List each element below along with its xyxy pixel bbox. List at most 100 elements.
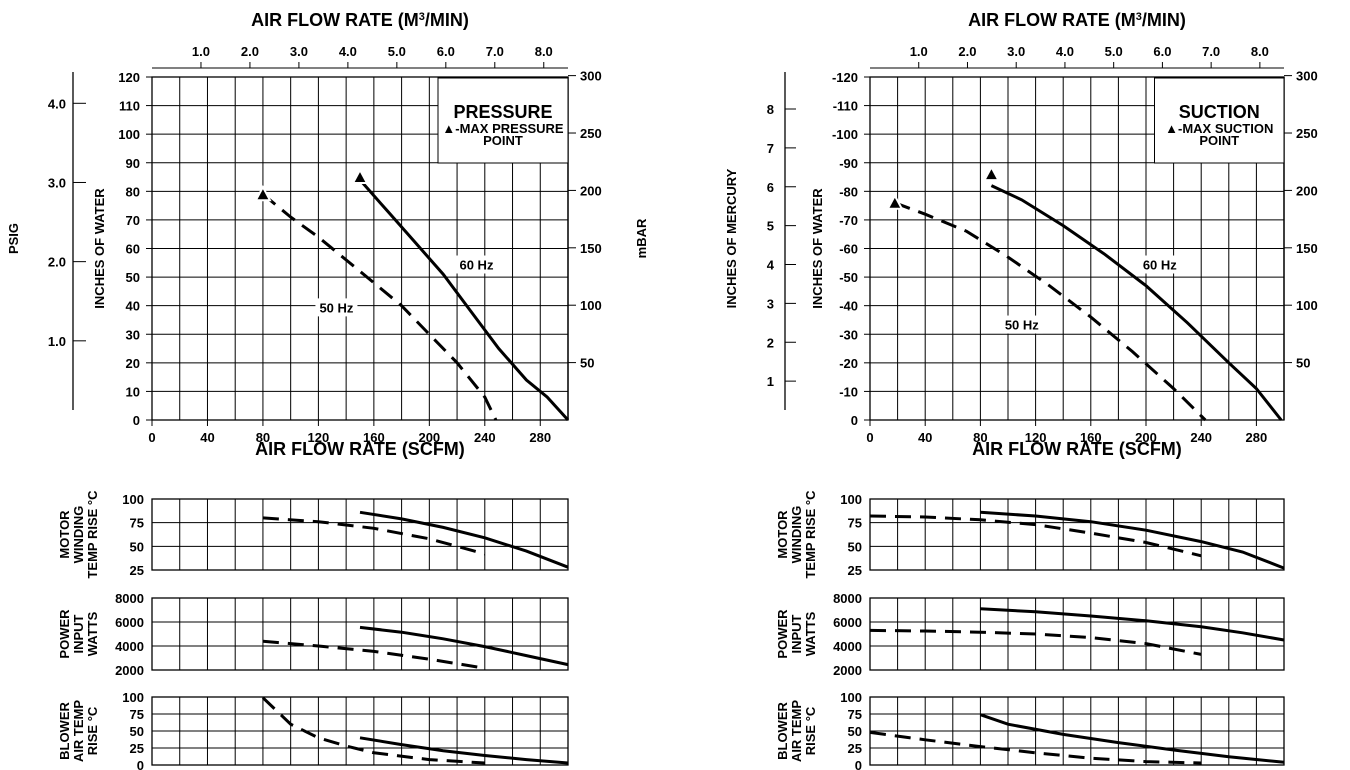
legend-box-line2: POINT	[1199, 133, 1239, 148]
main-y-tick-label: -90	[839, 156, 858, 171]
main-y-tick-label: -60	[839, 242, 858, 257]
blower-axis-title-line: RISE °C	[85, 706, 100, 755]
main-y-tick-label: -40	[839, 299, 858, 314]
far-left-axis-tick-label: 7	[767, 141, 774, 156]
main-series-60hz-line	[990, 184, 1283, 421]
far-left-axis-tick-label: 1	[767, 374, 774, 389]
top-axis-title: AIR FLOW RATE (M3/MIN)	[251, 10, 469, 30]
right-axis-tick-label: 100	[580, 298, 602, 313]
power-y-tick-label: 6000	[833, 615, 862, 630]
right-axis-tick-label: 300	[1296, 69, 1318, 84]
series-label: 50 Hz	[319, 300, 353, 315]
blower-series-50hz-line	[261, 696, 485, 765]
far-left-axis-tick-label: 4.0	[48, 96, 66, 111]
main-y-tick-label: 110	[119, 99, 140, 114]
main-series-50hz-line	[894, 201, 1207, 422]
top-axis-tick-label: 6.0	[1153, 44, 1171, 59]
power-series-50hz-line	[869, 628, 1202, 656]
far-left-axis-tick-label: 2	[767, 335, 774, 350]
motor-axis-title-line: MOTOR	[775, 510, 790, 559]
motor-axis-title-line: WINDING	[71, 506, 86, 564]
main-x-tick-label: 120	[1025, 430, 1047, 445]
blower-y-tick-label: 50	[848, 724, 862, 739]
top-axis-tick-label: 5.0	[1105, 44, 1123, 59]
power-series-50hz-line	[262, 639, 486, 670]
top-axis-tick-label: 5.0	[388, 44, 406, 59]
series-label: 60 Hz	[459, 258, 493, 273]
series-label: 60 Hz	[1143, 258, 1177, 273]
main-y-axis-title: INCHES OF WATER	[810, 188, 825, 309]
right-axis-tick-label: 250	[1296, 126, 1318, 141]
motor-y-tick-label: 100	[122, 492, 144, 507]
main-y-tick-label: 20	[126, 356, 140, 371]
motor-series-60hz-line	[359, 510, 569, 569]
main-y-tick-label: 120	[118, 70, 140, 85]
far-left-axis-tick-label: 2.0	[48, 255, 66, 270]
legend-box-title: PRESSURE	[453, 102, 552, 122]
main-y-tick-label: 10	[126, 384, 140, 399]
main-y-tick-label: -30	[839, 327, 858, 342]
blower-frame	[869, 696, 1285, 766]
top-axis-tick-label: 8.0	[535, 44, 553, 59]
blower-y-tick-label: 75	[130, 707, 144, 722]
power-series-60hz-line	[359, 625, 569, 667]
blower-y-tick-label: 75	[848, 707, 862, 722]
main-x-tick-label: 200	[418, 430, 440, 445]
right-axis-tick-label: 200	[1296, 183, 1318, 198]
blower-y-tick-label: 0	[137, 758, 144, 770]
blower-y-tick-label: 25	[848, 741, 862, 756]
main-x-tick-label: 200	[1135, 430, 1157, 445]
bottom-axis-title: AIR FLOW RATE (SCFM)	[972, 439, 1182, 459]
max-point-marker	[982, 165, 1001, 182]
top-axis-tick-label: 4.0	[339, 44, 357, 59]
top-axis-tick-label: 3.0	[290, 44, 308, 59]
motor-frame	[151, 498, 569, 571]
main-x-tick-label: 40	[918, 430, 932, 445]
series-label-bg	[455, 255, 498, 274]
right-axis-tick-label: 50	[580, 356, 594, 371]
motor-y-tick-label: 25	[130, 563, 144, 578]
main-y-tick-label: 90	[126, 156, 140, 171]
motor-series-50hz-line	[869, 514, 1202, 558]
series-label-bg	[315, 298, 358, 317]
main-y-tick-label: 40	[126, 299, 140, 314]
power-y-tick-label: 2000	[115, 663, 144, 678]
power-axis-title-line: WATTS	[803, 611, 818, 656]
blower-y-tick-label: 0	[855, 758, 862, 770]
top-axis-tick-label: 6.0	[437, 44, 455, 59]
top-axis-tick-label: 1.0	[192, 44, 210, 59]
main-y-tick-label: -50	[839, 270, 858, 285]
main-series-60hz-line	[358, 178, 570, 422]
blower-series-60hz-line	[979, 713, 1285, 764]
main-y-tick-label: 70	[126, 213, 140, 228]
main-x-tick-label: 120	[308, 430, 330, 445]
motor-y-tick-label: 50	[130, 539, 144, 554]
main-y-tick-label: 80	[126, 184, 140, 199]
main-y-tick-label: 100	[118, 127, 140, 142]
far-left-axis-title: PSIG	[6, 223, 21, 254]
motor-axis-title-line: WINDING	[789, 506, 804, 564]
motor-y-tick-label: 75	[848, 516, 862, 531]
main-x-tick-label: 280	[1246, 430, 1268, 445]
blower-y-tick-label: 100	[122, 690, 144, 705]
legend-box-line1: ▲-MAX PRESSURE	[442, 121, 564, 136]
top-axis-title: AIR FLOW RATE (M3/MIN)	[968, 10, 1186, 30]
motor-series-60hz-line	[980, 510, 1285, 570]
power-axis-title-line: INPUT	[71, 614, 86, 653]
blower-axis-title-line: RISE °C	[803, 706, 818, 755]
motor-y-tick-label: 75	[130, 516, 144, 531]
series-label-bg	[1138, 255, 1181, 274]
blower-grid	[151, 696, 569, 766]
main-y-tick-label: 50	[126, 270, 140, 285]
power-axis-title-line: INPUT	[789, 614, 804, 653]
main-x-tick-label: 240	[474, 430, 496, 445]
right-axis-tick-label: 300	[580, 69, 602, 84]
main-x-tick-label: 160	[363, 430, 385, 445]
top-axis-tick-label: 3.0	[1007, 44, 1025, 59]
power-axis-title-line: POWER	[57, 609, 72, 659]
far-left-axis-tick-label: 5	[767, 219, 774, 234]
main-y-axis-title: INCHES OF WATER	[92, 188, 107, 309]
main-y-tick-label: -120	[832, 70, 858, 85]
power-y-tick-label: 6000	[115, 615, 144, 630]
main-y-tick-label: 60	[126, 242, 140, 257]
